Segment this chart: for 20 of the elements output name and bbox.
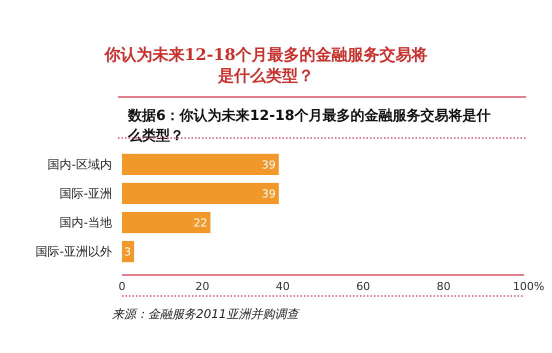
- data-label: 22: [193, 216, 208, 230]
- data-label: 39: [262, 187, 276, 200]
- y-tick-label: 国际-亚洲: [60, 186, 112, 200]
- bar: [122, 154, 279, 176]
- y-tick-label: 国内-当地: [60, 216, 112, 230]
- y-tick-label: 国际-亚洲以外: [36, 244, 112, 259]
- bar: [122, 182, 279, 204]
- x-tick-label: 80: [436, 280, 451, 293]
- x-tick-label: 100%: [512, 280, 544, 293]
- x-tick-label: 40: [276, 280, 290, 293]
- source-note: 来源：金融服务2011亚洲并购调查: [112, 307, 301, 321]
- bar: [122, 212, 210, 234]
- x-tick-label: 60: [356, 280, 370, 293]
- data-label: 39: [262, 158, 276, 172]
- x-tick-label: 20: [195, 280, 210, 293]
- y-tick-label: 国内-区域内: [48, 157, 112, 172]
- chart-subtitle: 数据6：你认为未来12-18个月最多的金融服务交易将是什么类型？: [127, 107, 491, 144]
- chart-title: 你认为未来12-18个月最多的金融服务交易将是什么类型？: [103, 45, 428, 85]
- x-tick-label: 0: [118, 280, 126, 293]
- data-label: 3: [124, 246, 132, 259]
